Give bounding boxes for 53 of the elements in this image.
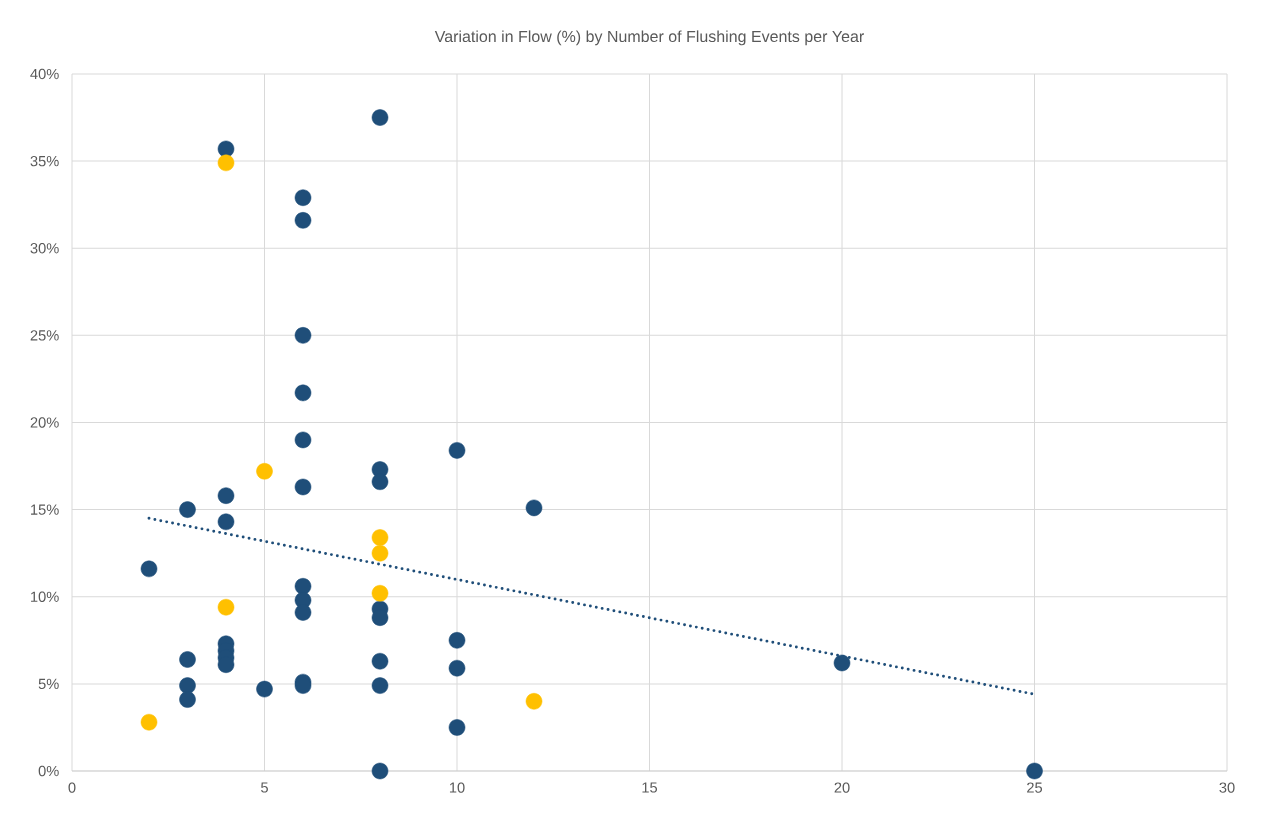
point	[179, 691, 196, 708]
y-tick-label: 0%	[38, 765, 59, 777]
x-tick-label: 0	[68, 782, 76, 793]
point	[217, 154, 235, 172]
point	[371, 652, 389, 670]
point	[294, 384, 312, 402]
point	[179, 501, 196, 518]
point	[371, 544, 389, 562]
point	[448, 719, 466, 736]
point	[217, 513, 235, 531]
x-tick-label: 30	[1219, 782, 1235, 793]
x-tick-label: 15	[642, 782, 658, 793]
point	[1026, 762, 1043, 780]
point	[256, 463, 273, 480]
x-tick-label: 5	[261, 782, 268, 793]
point	[294, 604, 312, 621]
point	[294, 578, 312, 595]
y-tick-label: 30%	[30, 243, 59, 254]
y-tick-label: 35%	[30, 155, 59, 167]
point	[294, 478, 312, 496]
point	[448, 632, 466, 649]
point	[371, 109, 389, 126]
point	[448, 659, 466, 677]
point	[833, 654, 851, 672]
y-tick-label: 15%	[31, 504, 59, 515]
point	[217, 598, 235, 616]
point	[256, 680, 273, 698]
x-tick-label: 20	[834, 782, 850, 793]
y-tick-label: 5%	[38, 678, 59, 690]
point	[179, 651, 196, 668]
point	[294, 189, 312, 206]
chart-title: Variation in Flow (%) by Number of Flushing Events per Year	[434, 30, 864, 46]
point	[294, 327, 312, 344]
point	[140, 560, 158, 578]
point	[371, 473, 389, 491]
point	[525, 499, 543, 517]
point	[140, 713, 158, 731]
y-tick-label: 40%	[30, 68, 59, 80]
x-tick-label: 25	[1027, 782, 1043, 793]
point	[525, 693, 543, 710]
point	[371, 762, 389, 780]
point	[371, 677, 389, 694]
point	[371, 529, 389, 546]
point	[448, 442, 466, 459]
point	[217, 487, 235, 504]
point	[294, 212, 312, 229]
point	[371, 584, 389, 602]
point	[217, 140, 235, 158]
y-tick-label: 25%	[30, 330, 59, 341]
x-tick-label: 10	[449, 782, 465, 793]
y-tick-label: 20%	[30, 417, 59, 428]
point	[294, 431, 312, 449]
y-tick-label: 10%	[31, 591, 59, 602]
